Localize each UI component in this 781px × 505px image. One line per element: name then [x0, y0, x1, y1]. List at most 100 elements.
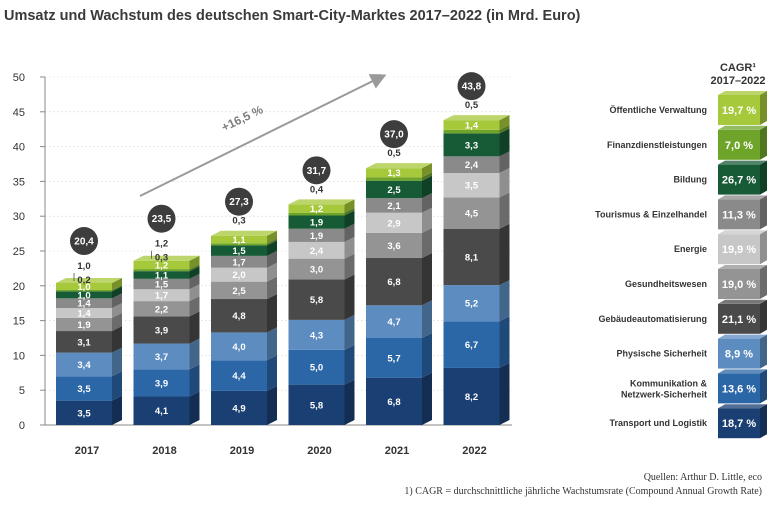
segment-value-label: 6,7: [465, 340, 478, 351]
bar-segment-transport-und-logistik: [288, 384, 345, 425]
bar-segment-side: [112, 293, 122, 309]
bar-segment-side: [499, 362, 510, 425]
total-circle: [70, 227, 98, 256]
legend-label: Bildung: [674, 175, 708, 185]
bar-segment-energie: [288, 241, 345, 259]
y-tick-label: 10: [13, 350, 25, 362]
bar-segment-side: [189, 264, 200, 272]
legend-swatch-top: [718, 195, 767, 200]
bar-top-face: [366, 163, 432, 169]
legend-label: Tourismus & Einzelhandel: [595, 209, 707, 219]
y-tick-label: 45: [13, 107, 25, 119]
bar-segment-side: [112, 303, 122, 318]
bar-segment-side: [344, 207, 355, 216]
legend-swatch-top: [718, 91, 767, 95]
bar-segment-side: [267, 355, 277, 391]
legend-swatch-top: [718, 369, 767, 374]
bar-segment-bildung: [133, 271, 190, 279]
bar-segment-physische-sicherheit: [133, 343, 190, 370]
bar-segment-side: [422, 252, 432, 306]
legend-swatch-top: [718, 334, 767, 339]
bar-segment-side: [112, 286, 122, 299]
x-tick-label: 2022: [462, 445, 486, 457]
bar-segment-transport-und-logistik: [133, 396, 190, 425]
legend-item-energie: 19,9 % Energie: [674, 230, 767, 265]
legend-swatch: [718, 164, 760, 195]
bar-segment-side: [112, 326, 122, 353]
top-label-finanz: 0,3: [232, 216, 245, 227]
legend-cagr-value: 26,7 %: [722, 175, 756, 187]
bar-segment-side: [344, 199, 355, 213]
legend-item-transport-und-logistik: 18,7 % Transport und Logistik: [609, 404, 767, 439]
bar-segment-side: [112, 312, 122, 332]
segment-value-label: 4,0: [232, 342, 245, 353]
segment-value-label: 4,5: [465, 209, 479, 220]
top-label-finanz: 0,5: [465, 100, 479, 111]
legend-swatch-side: [760, 195, 767, 230]
growth-annotation: +16,5 %: [139, 74, 387, 197]
legend-swatch-side: [760, 369, 767, 404]
segment-value-label: 1,7: [232, 257, 245, 268]
segment-value-label: 8,2: [465, 392, 478, 403]
segment-value-label: 2,5: [232, 286, 246, 297]
legend-swatch: [718, 129, 760, 160]
total-circle: [302, 156, 331, 185]
segment-value-label: 3,0: [310, 265, 323, 276]
bar-segment-gesundheitswesen: [133, 301, 190, 317]
total-label: 23,5: [152, 214, 172, 225]
bar-segment-side: [422, 172, 432, 181]
bar-segment-side: [189, 391, 200, 425]
bar-segment-tourismus-einzelhandel: [133, 278, 190, 290]
legend-swatch-side: [760, 299, 767, 334]
footer-note: 1) CAGR = durchschnittliche jährliche Wa…: [404, 486, 762, 497]
legend-swatch: [718, 408, 760, 439]
x-tick-label: 2020: [307, 445, 331, 457]
segment-value-label: 1,4: [465, 121, 479, 132]
bar-segment-side: [499, 151, 510, 174]
segment-value-label: 5,0: [310, 363, 323, 374]
legend-swatch-side: [760, 230, 767, 265]
legend-cagr-value: 18,7 %: [722, 418, 756, 430]
segment-value-label: 1,1: [155, 271, 169, 282]
segment-value-label: 4,4: [232, 371, 246, 382]
bar-segment-energie: [133, 289, 190, 302]
segment-value-label: 3,3: [465, 140, 478, 151]
bar-segment-side: [267, 238, 277, 246]
bar-segment-side: [267, 327, 277, 361]
bar-segment-finanzdienstleistungen: [288, 212, 345, 216]
legend-swatch: [718, 234, 760, 265]
bar-segment-side: [267, 276, 277, 300]
top-label-finanz: 0,2: [77, 275, 90, 286]
bar-segment-gebaeudeautomatisierung: [56, 331, 112, 353]
bar-2017: 3,53,53,43,11,91,41,41,01,01,00,220,4201…: [56, 227, 122, 457]
bar-segment-tourismus-einzelhandel: [366, 198, 422, 213]
bar-2022: 8,2 6,7 5,2 8,1 4,5 3,5 2,4 3,3 1,4 0,5 43,8 2022: [443, 72, 510, 457]
bar-segment-gesundheitswesen: [443, 197, 500, 229]
legend-swatch-top: [718, 265, 767, 269]
legend-cagr-value: 8,9 %: [725, 349, 753, 361]
segment-value-label: 2,1: [387, 201, 401, 212]
segment-value-label: 1,9: [310, 218, 323, 229]
segment-value-label: 8,1: [465, 252, 479, 263]
bar-segment-side: [189, 284, 200, 302]
y-tick-label: 15: [13, 316, 25, 328]
bar-segment-bildung: [366, 180, 422, 199]
bar-segment-gesundheitswesen: [288, 258, 345, 280]
segment-value-label: 1,2: [310, 204, 323, 215]
bar-segment-side: [189, 273, 200, 290]
bar-segment-gebaeudeautomatisierung: [133, 316, 190, 344]
segment-value-label: 3,4: [77, 360, 91, 371]
bar-segment-side: [112, 371, 122, 401]
legend-swatch: [718, 269, 760, 299]
bar-segment-gesundheitswesen: [211, 281, 267, 300]
bar-top-face: [211, 230, 277, 236]
bar-2020: 5,8 5,0 4,3 5,8 3,0 2,4 1,9 1,9 1,2 0,4 31,7 2020: [288, 156, 355, 457]
segment-value-label: 3,6: [387, 241, 400, 252]
total-label: 31,7: [307, 166, 327, 177]
bar-segment-side: [499, 115, 510, 130]
bar-top-face: [288, 199, 355, 205]
legend-cagr-value: 13,6 %: [722, 383, 756, 395]
legend-swatch: [718, 95, 760, 125]
bar-segment-side: [112, 347, 122, 377]
segment-value-label: 1,4: [77, 299, 91, 310]
